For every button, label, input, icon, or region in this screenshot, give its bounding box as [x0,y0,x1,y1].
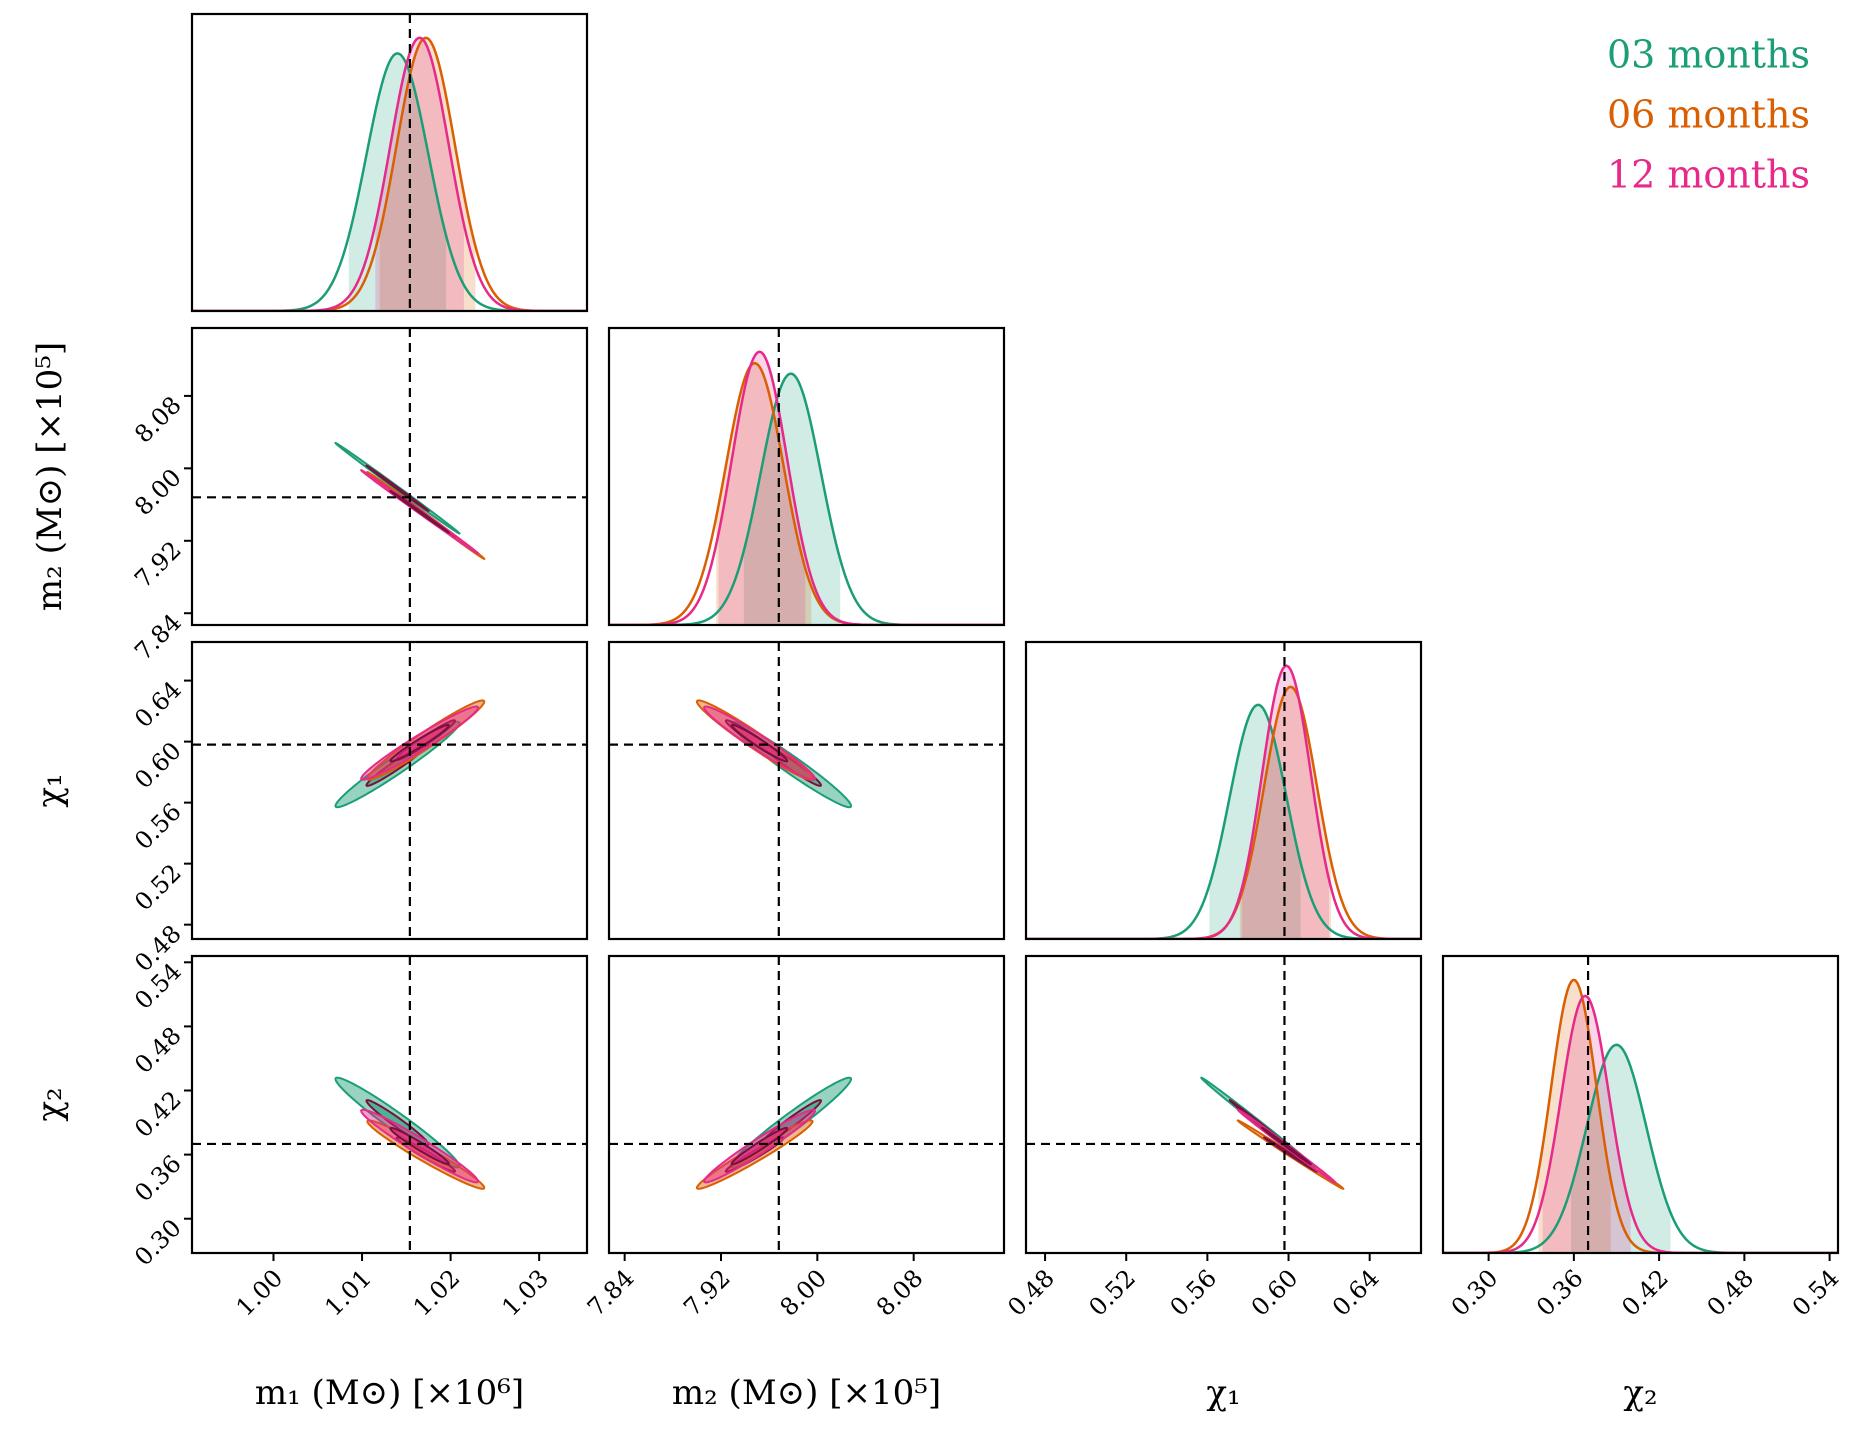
panel [1443,956,1838,1253]
x-tick-label: 7.84 [582,1264,640,1322]
credible-interval [1241,665,1330,939]
y-tick-label: 0.64 [129,676,187,734]
x-tick-label: 8.00 [775,1264,833,1322]
panel [192,642,587,939]
panel [609,642,1004,939]
panel-frame [607,326,1006,627]
panel-frame [1441,954,1840,1255]
panel-frame [607,640,1006,941]
x-tick-label: 0.48 [1702,1264,1760,1322]
x-tick-label: 0.36 [1531,1264,1589,1322]
y-tick-label: 0.36 [129,1150,187,1208]
panel [609,956,1004,1253]
y-axis-label: χ₂ [30,1087,70,1121]
y-tick-label: 7.92 [129,536,187,594]
x-tick-label: 8.08 [871,1264,929,1322]
x-axis-label: m₂ (M⊙) [×10⁵] [672,1373,941,1413]
density-curve [1443,994,1838,1253]
credible-interval [718,351,806,625]
panel-frame [190,12,589,313]
density-curve [1443,978,1838,1253]
y-tick-label: 7.84 [129,608,187,666]
panel-frame [1024,640,1423,941]
panel-frame [190,954,589,1255]
x-tick-label: 0.48 [1002,1264,1060,1322]
contour [389,489,451,534]
panel [609,328,1004,625]
y-tick-label: 0.60 [129,737,187,795]
y-tick-label: 0.42 [129,1086,187,1144]
x-tick-label: 0.56 [1165,1264,1223,1322]
panel-frame [607,954,1006,1255]
panel [192,956,587,1253]
contour [1263,1136,1319,1173]
panel [1026,956,1421,1253]
contour [365,464,430,512]
legend-entry: 12 months [1607,153,1810,197]
x-tick-label: 1.00 [231,1264,289,1322]
panel-frame [190,326,589,627]
panel-frame [1024,954,1423,1255]
panel [192,14,587,311]
density-curve [609,350,1004,625]
contour [730,1126,789,1166]
contour [389,723,450,763]
x-axis-label: χ₂ [1623,1373,1657,1413]
x-tick-label: 1.02 [408,1264,466,1322]
contour [389,1126,450,1166]
x-axis-label: χ₁ [1206,1373,1240,1413]
contour [730,723,789,763]
x-tick-label: 0.60 [1246,1264,1304,1322]
y-axis-label: m₂ (M⊙) [×10⁵] [30,342,70,611]
credible-interval [1571,1044,1671,1253]
y-axis-label: χ₁ [30,773,70,807]
y-tick-label: 8.08 [129,391,187,449]
x-tick-label: 0.30 [1446,1264,1504,1322]
x-tick-label: 7.92 [678,1264,736,1322]
legend-entry: 03 months [1607,33,1810,77]
y-tick-label: 0.30 [129,1214,187,1272]
credible-interval [1538,979,1611,1253]
contour [1261,1126,1313,1166]
credible-interval [743,373,841,625]
y-tick-label: 0.52 [129,859,187,917]
legend-entry: 06 months [1607,93,1810,137]
x-axis-label: m₁ (M⊙) [×10⁶] [255,1373,524,1413]
x-tick-label: 0.42 [1616,1264,1674,1322]
panel [192,328,587,625]
x-tick-label: 1.01 [319,1264,377,1322]
x-tick-label: 0.64 [1327,1264,1385,1322]
x-tick-label: 1.03 [496,1264,554,1322]
panel-frame [190,640,589,941]
panel [1026,642,1421,939]
y-tick-label: 0.56 [129,798,187,856]
x-tick-label: 0.52 [1083,1264,1141,1322]
y-tick-label: 0.48 [129,1021,187,1079]
density-curve [1026,664,1421,939]
credible-interval [716,363,812,625]
y-tick-label: 8.00 [129,463,187,521]
credible-interval [348,53,447,311]
x-tick-label: 0.54 [1787,1264,1845,1322]
density-curve [609,361,1004,625]
